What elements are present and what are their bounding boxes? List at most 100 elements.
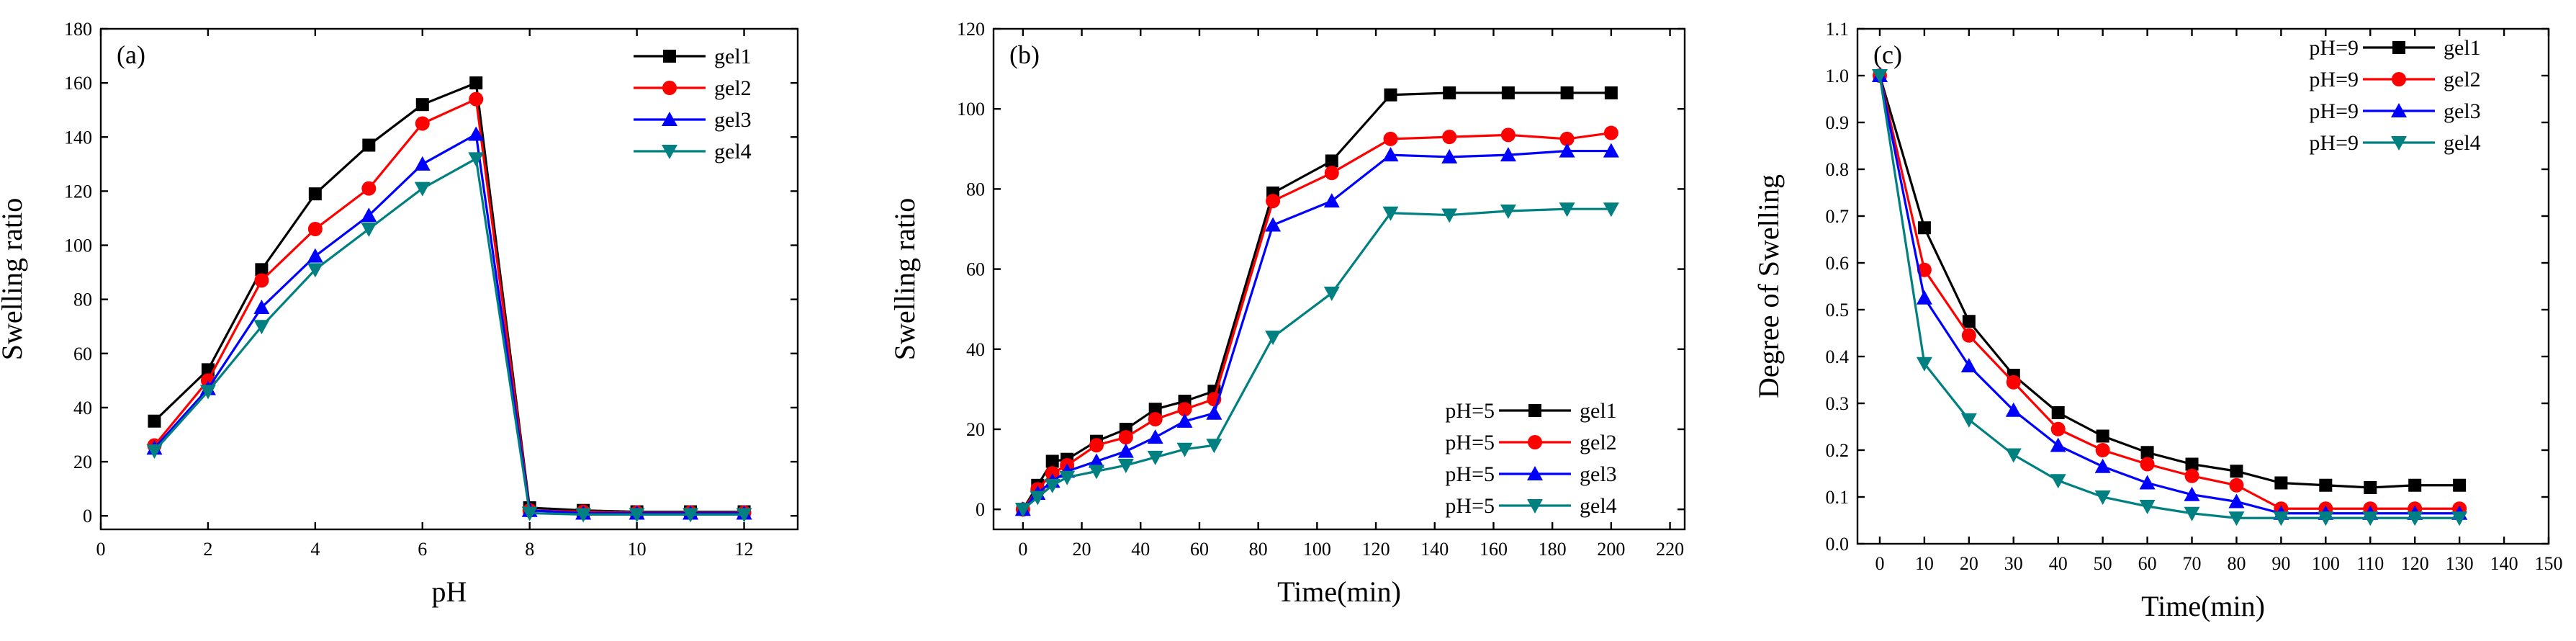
data-point-gel3: [414, 156, 431, 171]
legend-label-prefix: pH=9: [2309, 36, 2359, 60]
y-tick-label: 0.0: [1826, 534, 1850, 555]
data-point-gel4: [2318, 511, 2334, 526]
data-point-gel1: [2185, 457, 2199, 471]
y-tick-label: 80: [966, 179, 985, 200]
data-point-gel3: [1323, 193, 1340, 208]
series-line-gel2: [1878, 75, 2460, 510]
data-point-gel3: [1960, 358, 1977, 372]
series-gel1: [1016, 86, 1618, 516]
data-point-gel1: [255, 263, 269, 277]
data-point-gel3: [1603, 143, 1619, 158]
data-point-gel4: [146, 444, 163, 460]
legend-item-gel4: pH=5 gel4: [1445, 494, 1616, 518]
x-tick-label: 180: [1539, 539, 1567, 560]
y-tick-label: 0.9: [1826, 112, 1850, 133]
x-tick-label: 120: [1362, 539, 1390, 560]
y-tick-label: 0.8: [1826, 159, 1850, 180]
series-line-gel4: [1022, 207, 1611, 511]
x-tick-label: 40: [2049, 553, 2068, 574]
x-tick-label: 30: [2004, 553, 2023, 574]
data-point-gel4: [1441, 208, 1458, 223]
legend-label-name: gel2: [1580, 431, 1617, 454]
x-tick-label: 120: [2401, 553, 2429, 574]
y-tick-label: 120: [64, 181, 92, 202]
legend-label-name: gel4: [1580, 494, 1617, 518]
x-tick-label: 80: [1249, 539, 1268, 560]
panel-c: 0 10 20 30 40 50 60 70 80 90 100 110 120 130 140 150 0.0…: [1752, 19, 2563, 622]
legend-label-prefix: pH=5: [1445, 399, 1495, 423]
x-axis-label: Time(min): [2141, 590, 2265, 622]
series-gel4: [1871, 69, 2468, 526]
series-gel2: [1872, 68, 2467, 516]
data-point-gel1: [1045, 454, 1059, 468]
legend-label-prefix: pH=5: [1445, 462, 1495, 486]
data-point-gel4: [1147, 450, 1163, 465]
data-point-gel4: [2050, 474, 2066, 489]
data-point-gel2: [1266, 194, 1281, 209]
y-tick-label: 40: [73, 398, 92, 418]
data-point-gel4: [2005, 448, 2022, 463]
data-point-gel3: [1441, 148, 1458, 163]
legend-item-gel2: gel2: [634, 76, 752, 100]
data-point-gel3: [1117, 443, 1134, 458]
data-point-gel3: [361, 207, 377, 223]
data-point-gel2: [1177, 402, 1192, 417]
data-point-gel4: [1088, 465, 1104, 480]
legend: pH=5 gel1 pH=5 gel2 pH=5 gel3 pH=5 gel4: [1445, 399, 1616, 518]
x-tick-label: 6: [418, 539, 427, 560]
x-tick-label: 0: [1018, 539, 1027, 560]
y-tick-label: 0.1: [1826, 487, 1850, 508]
data-point-gel3: [1559, 143, 1575, 158]
series-gel3: [1871, 68, 2468, 520]
data-point-gel1: [1325, 154, 1338, 168]
data-point-gel4: [2184, 506, 2200, 521]
plot-frame: [992, 27, 1686, 531]
legend-swatch-marker: [1527, 466, 1543, 480]
plot-frame: [1856, 27, 2550, 545]
data-point-gel4: [1382, 206, 1399, 221]
data-point-gel4: [361, 223, 377, 237]
data-point-gel4: [1960, 413, 1977, 428]
x-tick-label: 220: [1656, 539, 1684, 560]
legend-item-gel1: pH=5 gel1: [1445, 399, 1616, 423]
data-point-gel4: [2273, 511, 2289, 526]
legend-item-gel1: gel1: [634, 45, 752, 68]
data-point-gel4: [521, 506, 538, 521]
data-point-gel3: [253, 299, 270, 314]
data-point-gel4: [1265, 331, 1282, 346]
x-tick-label: 4: [310, 539, 320, 560]
data-point-gel1: [2096, 429, 2109, 443]
data-point-gel4: [199, 385, 216, 400]
data-point-gel4: [307, 263, 323, 278]
y-tick-label: 100: [957, 99, 985, 120]
data-point-gel1: [2408, 478, 2422, 492]
data-point-gel3: [1147, 429, 1163, 444]
data-point-gel3: [2050, 437, 2066, 452]
data-point-gel3: [1088, 453, 1104, 468]
data-point-gel1: [148, 414, 161, 428]
x-tick-label: 10: [628, 539, 647, 560]
data-point-gel1: [1384, 88, 1397, 102]
data-point-gel2: [2006, 375, 2021, 390]
data-point-gel4: [414, 181, 431, 197]
data-point-gel4: [1014, 503, 1031, 518]
data-point-gel2: [1118, 430, 1133, 445]
x-tick-label: 90: [2271, 553, 2290, 574]
data-point-gel4: [1030, 490, 1046, 506]
legend: gel1 gel2 gel3 gel4: [634, 45, 752, 163]
y-tick-label: 20: [73, 452, 92, 472]
series-gel3: [1014, 143, 1619, 516]
data-point-gel4: [1059, 470, 1076, 485]
data-point-gel4: [2228, 511, 2245, 526]
series-gel1: [1873, 69, 2467, 494]
data-point-gel2: [1089, 438, 1104, 453]
data-point-gel1: [1560, 86, 1574, 99]
data-point-gel2: [1603, 125, 1618, 140]
data-point-gel3: [2139, 475, 2156, 490]
legend-item-gel3: gel3: [634, 108, 752, 132]
data-point-gel1: [1148, 403, 1162, 416]
data-point-gel1: [1604, 86, 1618, 99]
series-line-gel3: [1878, 75, 2460, 515]
legend-label-prefix: pH=5: [1445, 431, 1495, 454]
legend-label: gel2: [714, 76, 752, 100]
